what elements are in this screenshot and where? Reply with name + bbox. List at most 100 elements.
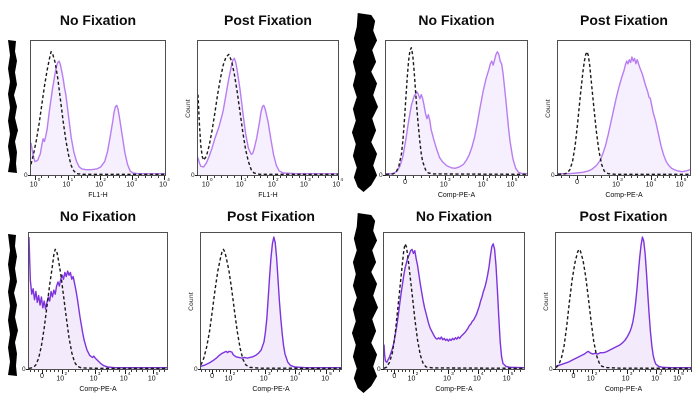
x-axis-minor-tick (307, 370, 309, 372)
x-axis-minor-tick (475, 176, 477, 178)
plot-area: 0 (379, 40, 528, 179)
y-axis-tick (383, 175, 386, 176)
x-axis-minor-tick (215, 370, 217, 372)
y-axis-origin-label: 0 (377, 366, 381, 373)
x-axis-minor-tick (501, 370, 503, 372)
x-axis-minor-tick (164, 370, 166, 372)
x-axis-minor-tick (429, 176, 431, 178)
x-axis-major-tick (305, 176, 307, 180)
x-axis-minor-tick (119, 176, 121, 178)
x-axis-tick-label: 104 (289, 370, 301, 383)
x-axis-ticks (30, 176, 166, 181)
plot-area: 0 (377, 232, 525, 373)
x-axis-minor-tick (38, 370, 40, 372)
x-axis-minor-tick (569, 176, 571, 178)
x-axis-minor-tick (513, 370, 515, 372)
control-histogram-dashed (384, 244, 524, 368)
y-axis-tick (198, 369, 201, 370)
x-axis-major-tick (448, 370, 450, 374)
histogram-curves (556, 233, 691, 369)
x-axis-tick-labels: 0 103 104 105 (385, 177, 528, 191)
x-axis-tick-label: 0 (392, 373, 397, 380)
x-axis-minor-tick (49, 370, 51, 372)
x-axis-minor-tick (593, 176, 595, 178)
x-axis-tick-label: 105 (502, 370, 514, 383)
x-axis-minor-tick (558, 370, 560, 372)
histogram-panel: Post Fixation Count 0 0 102 103 104 105 Comp… (188, 208, 342, 408)
histogram-panel: No Fixation 0 100 101 102 103 104 FL1-H (24, 12, 170, 208)
x-axis-tick-label: 105 (675, 176, 687, 189)
x-axis-minor-tick (637, 176, 639, 178)
x-axis-major-tick (207, 176, 209, 180)
x-axis-minor-tick (598, 370, 600, 372)
x-axis-minor-tick (427, 370, 429, 372)
x-axis-tick-label: 103 (612, 176, 623, 189)
x-axis-tick-labels: 0 102 103 104 105 (555, 370, 692, 385)
sample-histogram-fill (386, 51, 527, 175)
x-axis-minor-tick (311, 176, 313, 178)
x-axis-minor-tick (580, 370, 582, 372)
x-axis-tick-label: 0 (210, 373, 215, 380)
x-axis-major-tick (337, 176, 339, 180)
control-histogram-dashed (556, 249, 691, 368)
x-axis-minor-tick (226, 370, 228, 372)
x-axis-major-tick (577, 176, 579, 180)
x-axis-minor-tick (220, 176, 222, 178)
x-axis-minor-tick (687, 370, 689, 372)
x-axis-minor-tick (81, 370, 83, 372)
x-axis-label: Comp-PE-A (79, 386, 117, 393)
x-axis-major-tick (482, 176, 484, 180)
x-axis-minor-tick (519, 370, 521, 372)
x-axis-tick-label: 103 (300, 176, 311, 189)
x-axis-minor-tick (665, 370, 667, 372)
x-axis-minor-tick (324, 176, 326, 178)
x-axis-ticks (555, 370, 693, 375)
x-axis-minor-tick (138, 176, 140, 178)
control-histogram-dashed (386, 48, 527, 175)
x-axis-tick-label: 100 (201, 176, 213, 189)
x-axis-minor-tick (301, 370, 303, 372)
x-axis-tick-label: 101 (235, 176, 247, 189)
x-axis-minor-tick (668, 176, 670, 178)
x-axis-tick-labels: 0 102 103 104 105 (28, 370, 168, 385)
x-axis-major-tick (265, 370, 267, 374)
x-axis-minor-tick (213, 176, 215, 178)
x-axis-minor-tick (441, 370, 443, 372)
x-axis-minor-tick (289, 370, 291, 372)
histogram-curves (198, 41, 338, 175)
x-axis-minor-tick (460, 176, 462, 178)
x-axis-ticks (28, 370, 168, 375)
x-axis-tick-label: 0 (575, 179, 580, 186)
x-axis-minor-tick (421, 176, 423, 178)
x-axis-minor-tick (331, 176, 333, 178)
x-axis-major-tick (164, 176, 166, 180)
sample-histogram-outline (198, 58, 338, 173)
x-axis-minor-tick (74, 370, 76, 372)
x-axis-minor-tick (632, 370, 634, 372)
histogram-curves (386, 41, 527, 175)
x-axis-minor-tick (277, 370, 279, 372)
x-axis-minor-tick (488, 176, 490, 178)
x-axis-tick-label: 105 (673, 370, 684, 383)
x-axis-tick-label: 102 (56, 370, 68, 383)
y-axis-label: Count (542, 291, 550, 311)
y-axis-tick (26, 369, 29, 370)
histogram-panel: No Fixation 0 0 102 103 104 105 Comp-PE-A (377, 208, 525, 408)
x-axis-minor-tick (584, 370, 586, 372)
x-axis-tick-label: 101 (62, 176, 74, 189)
x-axis-tick-label: 105 (321, 370, 332, 383)
x-axis-minor-tick (34, 370, 36, 372)
x-axis-minor-tick (588, 370, 590, 372)
x-axis-minor-tick (257, 370, 259, 372)
x-axis-minor-tick (157, 176, 159, 178)
x-axis-minor-tick (601, 176, 603, 178)
x-axis-minor-tick (68, 370, 70, 372)
x-axis-minor-tick (88, 370, 90, 372)
x-axis-minor-tick (130, 370, 132, 372)
x-axis-major-tick (591, 370, 593, 374)
x-axis-minor-tick (41, 176, 43, 178)
x-axis-minor-tick (467, 176, 469, 178)
x-axis-tick-labels: 100 101 102 103 104 (30, 176, 170, 191)
x-axis-minor-tick (222, 370, 224, 372)
y-axis-tick (195, 175, 198, 176)
